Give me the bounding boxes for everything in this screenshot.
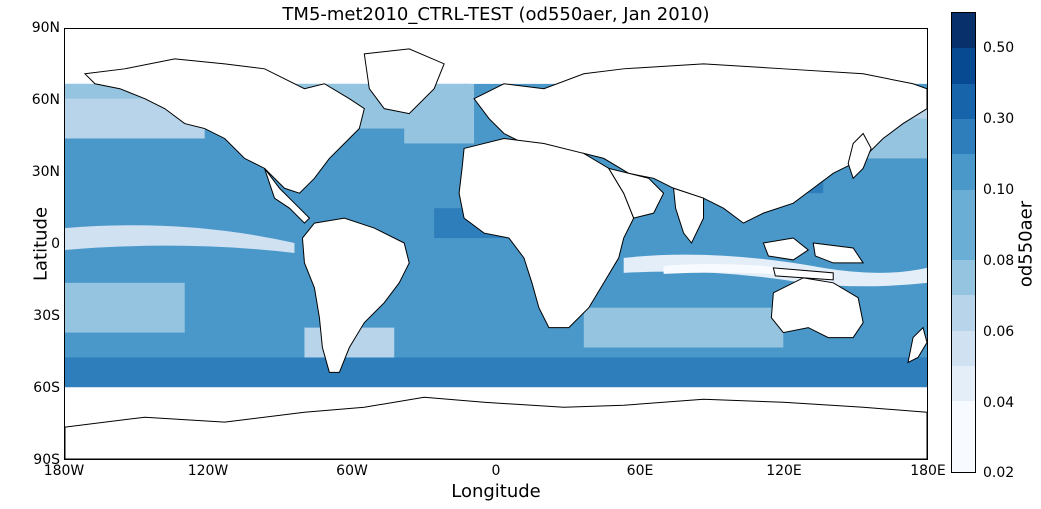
colorbar-tick-label: 0.06 [983, 324, 1015, 340]
colorbar-segment [952, 295, 975, 331]
y-tick-label: 90S [33, 452, 60, 468]
colorbar-segment [952, 401, 975, 437]
y-tick-label: 90N [31, 20, 60, 36]
colorbar-tick-label: 0.04 [983, 395, 1015, 411]
colorbar-segment [952, 260, 975, 296]
colorbar-segment [952, 48, 975, 84]
colorbar [951, 12, 976, 473]
y-axis-title: Latitude [30, 206, 52, 282]
colorbar-segment [952, 83, 975, 119]
x-tick-label: 60W [336, 463, 368, 479]
x-axis-title: Longitude [451, 481, 541, 502]
map-svg [65, 29, 927, 459]
colorbar-tick-label: 0.08 [983, 253, 1015, 269]
colorbar-title: od550aer [1015, 200, 1037, 288]
x-tick-label: 60E [626, 463, 654, 479]
x-tick-label: 120E [766, 463, 802, 479]
map-title: TM5-met2010_CTRL-TEST (od550aer, Jan 201… [282, 4, 710, 25]
colorbar-segment [952, 189, 975, 225]
colorbar-tick-label: 0.30 [983, 111, 1015, 127]
y-tick-label: 0 [51, 236, 60, 252]
coastlines [65, 48, 927, 459]
y-tick-label: 60S [33, 380, 60, 396]
y-tick-label: 30N [31, 164, 60, 180]
y-tick-label: 60N [31, 92, 60, 108]
colorbar-segment [952, 118, 975, 155]
colorbar-segment [952, 436, 975, 472]
colorbar-segment [952, 12, 975, 49]
x-tick-label: 0 [491, 463, 501, 479]
colorbar-segment [952, 366, 975, 402]
y-tick-label: 30S [33, 308, 60, 324]
x-tick-label: 180W [43, 463, 85, 479]
colorbar-tick-label: 0.50 [983, 40, 1015, 56]
colorbar-segment [952, 224, 975, 261]
colorbar-segment [952, 154, 975, 190]
x-tick-label: 120W [187, 463, 229, 479]
colorbar-tick-label: 0.10 [983, 182, 1015, 198]
map-panel [64, 28, 928, 460]
colorbar-segment [952, 330, 975, 367]
colorbar-tick-label: 0.02 [983, 465, 1015, 481]
x-tick-label: 180E [910, 463, 946, 479]
